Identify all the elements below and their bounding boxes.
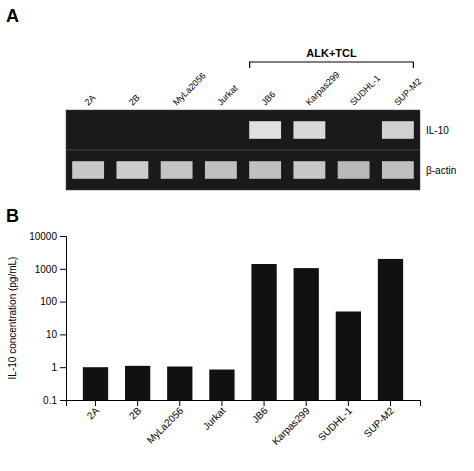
tick-label: JB6 [250, 405, 270, 425]
tick-label: MyLa2056 [145, 405, 186, 446]
gel-band [116, 161, 148, 179]
panel-label: A [6, 6, 19, 26]
bracket [250, 62, 414, 68]
lane-label: Jurkat [215, 83, 240, 108]
gel-band [249, 121, 281, 139]
x-tick: 2A [85, 400, 102, 421]
lane-label: 2B [127, 93, 142, 108]
bar [167, 367, 192, 400]
x-tick: 2B [127, 400, 144, 421]
tick-mark [60, 334, 66, 335]
bar [336, 311, 361, 400]
tick-label: 2B [127, 405, 144, 422]
lane-label: Karpas299 [304, 70, 342, 108]
tick-label: 10 [46, 329, 58, 340]
y-tick: 10000 [29, 231, 66, 242]
axis-line [60, 237, 67, 401]
tick-label: 1 [51, 362, 57, 373]
lane-label: SUDHL-1 [348, 73, 382, 107]
gel-band [249, 161, 281, 179]
tick-label: SUP-M2 [362, 405, 397, 440]
tick-label: 100 [40, 296, 57, 307]
tick-label: 10000 [29, 231, 57, 242]
bars [83, 259, 403, 400]
tick-mark [60, 367, 66, 368]
tick-mark [60, 302, 66, 303]
x-tick: SUDHL-1 [316, 400, 354, 443]
y-tick: 1000 [35, 264, 66, 275]
panel-a: A IL-10 β-actin 2A 2B MyLa2056 Jurkat JB6 Karpas… [6, 6, 456, 190]
bar [125, 366, 150, 400]
tick-mark [95, 400, 96, 406]
tick-label: 0.1 [43, 395, 57, 406]
gel-band [382, 161, 414, 179]
row-label: IL-10 [426, 125, 449, 136]
tick-label: SUDHL-1 [316, 405, 354, 443]
tick-mark [60, 400, 66, 401]
gel-band [72, 161, 104, 179]
bar [294, 268, 319, 400]
gel-separator [66, 150, 420, 151]
x-tick: SUP-M2 [362, 400, 397, 439]
panel-label: B [6, 206, 19, 226]
tick-label: Jurkat [201, 405, 228, 432]
y-tick: 0.1 [43, 395, 66, 406]
y-tick: 10 [46, 329, 66, 340]
bar [209, 370, 234, 400]
bar [83, 367, 108, 400]
y-axis: 0.1 1 10 100 1000 10000 [29, 231, 66, 406]
tick-mark [348, 400, 349, 406]
gel-band [293, 121, 325, 139]
tick-mark [221, 400, 222, 406]
lane-label: 2A [82, 93, 97, 108]
gel-band [205, 161, 237, 179]
y-tick: 100 [40, 296, 66, 307]
tick-mark [390, 400, 391, 406]
gel-band [382, 121, 414, 139]
tick-label: Karpas299 [270, 405, 312, 447]
chart-root: AIL-10β-actin2A2BMyLa2056JurkatJB6Karpas… [0, 0, 474, 471]
panel-b: B 0.1 1 10 100 1000 10000 2A 2BMyLa2056 Jurkat JB6… [6, 206, 421, 447]
tick-mark [60, 236, 66, 237]
annotation: ALK+TCL [306, 47, 357, 59]
bar [378, 259, 403, 400]
row-label: β-actin [426, 165, 456, 176]
y-axis-title: IL-10 concentration (pg/mL) [7, 257, 18, 380]
lane-label: JB6 [259, 89, 277, 107]
tick-mark [264, 400, 265, 406]
x-axis: 2A 2BMyLa2056 Jurkat JB6Karpas299SUDHL-1SUP… [67, 400, 421, 447]
gel-band [161, 161, 193, 179]
gel-band [338, 161, 370, 179]
bar [251, 264, 276, 400]
axis-line [67, 401, 421, 407]
gel-background [66, 110, 420, 190]
x-tick: Karpas299 [270, 400, 312, 447]
x-tick: JB6 [250, 400, 270, 425]
tick-mark [179, 400, 180, 406]
tick-label: 2A [85, 405, 102, 422]
tick-mark [60, 269, 66, 270]
tick-mark [306, 400, 307, 406]
x-tick: MyLa2056 [145, 400, 186, 446]
lane-label: SUP-M2 [392, 76, 423, 107]
lane-label: MyLa2056 [171, 71, 208, 108]
tick-mark [137, 400, 138, 406]
tick-label: 1000 [35, 264, 58, 275]
y-tick: 1 [51, 362, 66, 373]
gel-band [293, 161, 325, 179]
x-tick: Jurkat [201, 400, 228, 432]
